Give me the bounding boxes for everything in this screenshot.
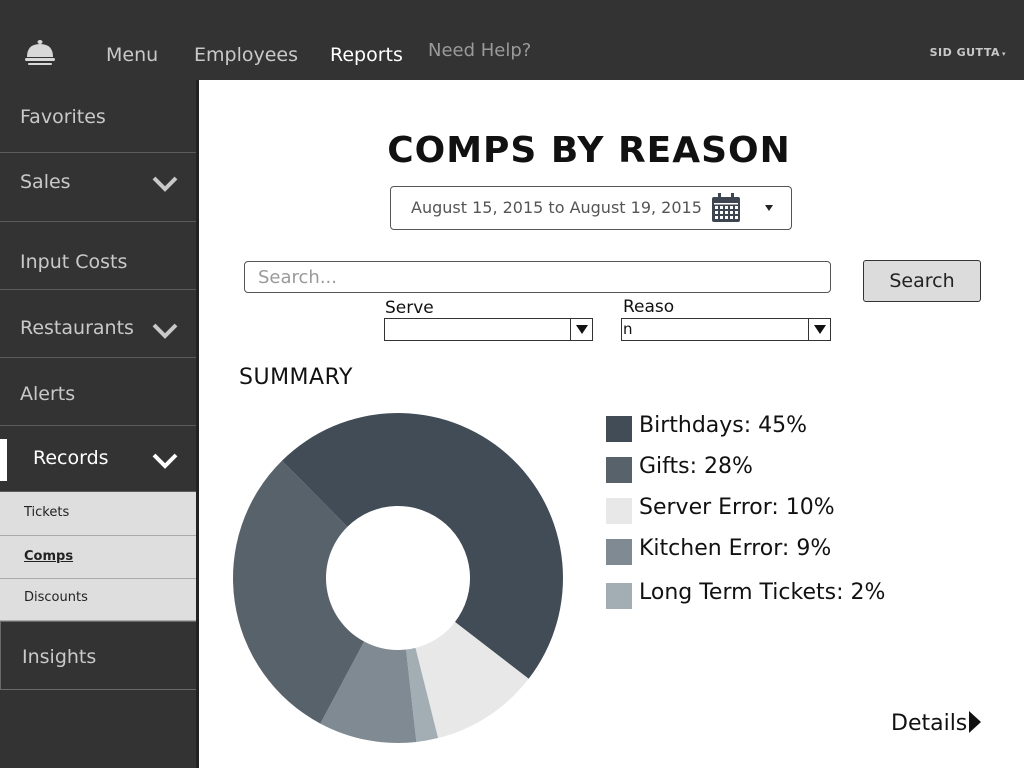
sidebar-item-sales[interactable]: Sales: [0, 153, 198, 222]
play-arrow-icon: [969, 711, 982, 733]
legend-label: Server Error: 10%: [639, 495, 835, 520]
need-help-link[interactable]: Need Help?: [428, 40, 532, 61]
donut-slice-birthdays[interactable]: [281, 413, 563, 679]
date-range-value: August 15, 2015 to August 19, 2015: [411, 198, 702, 217]
sidebar-item-insights[interactable]: Insights: [0, 621, 198, 690]
sidebar-item-label: Input Costs: [20, 251, 128, 273]
sidebar-subitem-label: Tickets: [24, 505, 70, 520]
donut-slice-gifts[interactable]: [233, 460, 365, 724]
sidebar-subitem-label: Discounts: [24, 590, 88, 605]
nav-menu[interactable]: Menu: [106, 44, 159, 66]
page-title: COMPS BY REASON: [387, 130, 791, 171]
sidebar-item-label: Restaurants: [20, 317, 134, 339]
donut-slice-kitchen-error[interactable]: [320, 641, 417, 743]
sidebar-item-input-costs[interactable]: Input Costs: [0, 222, 198, 290]
legend-label: Kitchen Error: 9%: [639, 536, 832, 561]
sidebar-item-label: Insights: [22, 646, 97, 668]
sidebar-subitem-comps[interactable]: Comps: [0, 536, 198, 579]
sidebar-divider: [196, 80, 199, 768]
sidebar-item-alerts[interactable]: Alerts: [0, 358, 198, 426]
legend-swatch: [606, 498, 632, 524]
chevron-down-icon: [152, 176, 178, 192]
calendar-icon[interactable]: [711, 193, 741, 223]
user-menu[interactable]: SID GUTTA ▾: [930, 46, 1006, 59]
legend-swatch: [606, 583, 632, 609]
sidebar-item-label: Favorites: [20, 106, 106, 128]
legend-swatch: [606, 539, 632, 565]
server-select[interactable]: [384, 318, 593, 341]
sidebar-item-label: Records: [33, 447, 109, 469]
nav-reports[interactable]: Reports: [330, 44, 403, 66]
sidebar-subitem-tickets[interactable]: Tickets: [0, 492, 198, 536]
nav-employees[interactable]: Employees: [194, 44, 298, 66]
legend-swatch: [606, 457, 632, 483]
reason-filter-label: Reaso: [623, 297, 675, 317]
date-range-picker[interactable]: August 15, 2015 to August 19, 2015: [390, 186, 792, 230]
sidebar: Favorites Sales Input Costs Restaurants …: [0, 80, 198, 768]
sidebar-item-favorites[interactable]: Favorites: [0, 80, 198, 153]
details-label: Details: [891, 711, 968, 736]
sidebar-subitem-label: Comps: [24, 549, 74, 564]
reason-select[interactable]: n: [621, 318, 831, 341]
sidebar-item-label: Sales: [20, 171, 71, 193]
donut-slice-server-error[interactable]: [415, 621, 529, 739]
user-menu-caret-icon: ▾: [1001, 50, 1006, 58]
dropdown-arrow-icon[interactable]: [570, 319, 592, 340]
chevron-down-icon: [152, 323, 178, 339]
comps-donut-chart: [233, 413, 563, 743]
sidebar-subitem-discounts[interactable]: Discounts: [0, 579, 198, 621]
legend-label: Birthdays: 45%: [639, 413, 808, 438]
server-filter-label: Serve: [385, 298, 434, 318]
user-name: SID GUTTA: [929, 46, 1000, 59]
details-link[interactable]: Details: [891, 711, 982, 736]
sidebar-item-records[interactable]: Records: [0, 426, 198, 492]
sidebar-item-label: Alerts: [20, 383, 76, 405]
dropdown-arrow-icon[interactable]: [808, 319, 830, 340]
cloche-icon[interactable]: [24, 38, 56, 68]
summary-heading: SUMMARY: [239, 365, 353, 390]
date-dropdown-caret-icon[interactable]: [765, 205, 773, 211]
search-button[interactable]: Search: [863, 260, 981, 302]
legend-swatch: [606, 416, 632, 442]
search-input[interactable]: [244, 261, 831, 293]
legend-label: Gifts: 28%: [639, 454, 753, 479]
donut-slice-long-term-tickets[interactable]: [406, 647, 439, 742]
reason-select-value: n: [623, 320, 633, 338]
active-section-marker: [0, 439, 7, 481]
chevron-down-icon: [152, 453, 178, 469]
legend-label: Long Term Tickets: 2%: [639, 580, 886, 605]
top-navigation-bar: Menu Employees Reports Need Help? SID GU…: [0, 0, 1024, 80]
sidebar-item-restaurants[interactable]: Restaurants: [0, 290, 198, 358]
